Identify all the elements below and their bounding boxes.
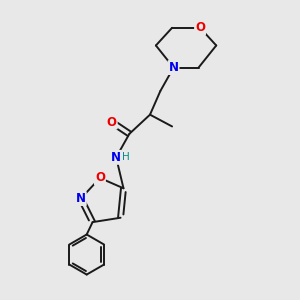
Text: O: O — [195, 21, 205, 34]
Text: N: N — [111, 151, 121, 164]
Text: O: O — [107, 116, 117, 128]
Text: O: O — [95, 172, 105, 184]
Text: H: H — [122, 152, 129, 162]
Text: N: N — [169, 61, 178, 74]
Text: N: N — [76, 192, 86, 205]
